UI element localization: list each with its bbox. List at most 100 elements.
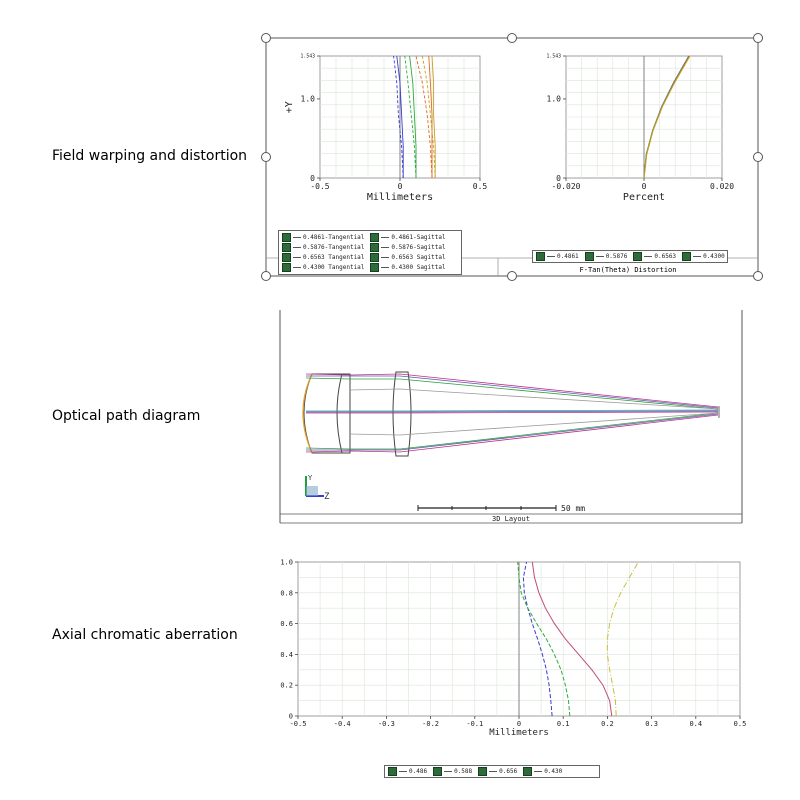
scale-bar: 50 mm [417, 504, 585, 513]
legend-swatch-icon[interactable] [282, 253, 291, 262]
legend-label: 0.6563 [654, 253, 677, 260]
legend-entry: 0.588 [433, 767, 472, 776]
legend-swatch-icon[interactable] [433, 767, 443, 776]
legend-swatch-icon[interactable] [282, 233, 291, 242]
legend-line-sample [293, 237, 301, 238]
y-tick-label: 1.543 [547, 54, 562, 60]
series-line-0-6 [421, 55, 436, 179]
layout-panel: Z Y 50 mm 3D Layout [279, 310, 743, 524]
resize-handle-ml[interactable] [261, 152, 271, 162]
legend-label: 0.430 [544, 768, 563, 775]
legend-line-sample [293, 257, 301, 258]
y-tick-label: 0.8 [280, 589, 293, 597]
series-line-0-7 [431, 55, 436, 178]
legend-entry: 0.6563 [633, 252, 676, 261]
legend-swatch-icon[interactable] [633, 252, 643, 261]
x-tick-label: 0 [642, 182, 647, 191]
legend-label: 0.4300 [703, 253, 725, 260]
x-axis-label: Millimeters [367, 192, 433, 203]
legend-swatch-icon[interactable] [388, 767, 397, 776]
legend-swatch-icon[interactable] [584, 252, 594, 261]
y-tick-label: 1.0 [547, 95, 562, 104]
x-tick-label: -0.020 [552, 182, 581, 191]
x-tick-label: -0.5 [310, 182, 329, 191]
legend-line-sample [489, 771, 498, 772]
legend-swatch-icon[interactable] [370, 253, 380, 262]
resize-handle-mr[interactable] [753, 152, 763, 162]
layout-section-label: Optical path diagram [52, 408, 201, 424]
legend-line-sample [381, 257, 390, 258]
legend-swatch-icon[interactable] [478, 767, 488, 776]
series-line-0-0 [393, 55, 404, 179]
legend-entry: 0.4300 Tangential [282, 263, 364, 272]
legend-entry: 0.656 [478, 767, 517, 776]
legend-swatch-icon[interactable] [282, 263, 291, 272]
legend-line-sample [444, 771, 453, 772]
legend-label: 0.4861 [557, 253, 579, 260]
legend-swatch-icon[interactable] [536, 252, 545, 261]
legend-line-sample [399, 771, 407, 772]
axial-aberration-legend: 0.486 0.588 0.656 0.430 [384, 765, 600, 778]
legend-entry: 0.4861-Sagittal [370, 233, 452, 242]
x-tick-label: 0.2 [601, 720, 614, 728]
y-tick-label: 1.0 [280, 558, 293, 566]
legend-label: 0.486 [409, 768, 428, 775]
legend-entry: 0.4861 [536, 252, 579, 261]
legend-entry: 0.6563 Tangential [282, 253, 364, 262]
tab-distortion[interactable]: F-Tan(Theta) Distortion [579, 266, 677, 274]
field-section-label: Field warping and distortion [52, 148, 248, 164]
legend-line-sample [381, 237, 390, 238]
resize-handle-tm[interactable] [507, 33, 517, 43]
legend-swatch-icon[interactable] [523, 767, 533, 776]
lens-element-1-inner [336, 373, 343, 454]
series-line-2-2 [531, 561, 613, 717]
legend-label: 0.5876 [605, 253, 628, 260]
x-tick-label: 0.020 [710, 182, 734, 191]
resize-handle-tr[interactable] [753, 33, 763, 43]
legend-entry: 0.4861-Tangential [282, 233, 364, 242]
resize-handle-bm[interactable] [507, 271, 517, 281]
x-tick-label: -0.5 [290, 720, 307, 728]
y-tick-label: 0 [556, 174, 561, 183]
x-axis-label: Millimeters [489, 728, 549, 738]
axis-y-label: Y [308, 474, 313, 482]
resize-handle-bl[interactable] [261, 271, 271, 281]
legend-line-sample [293, 247, 301, 248]
x-tick-label: 0.4 [689, 720, 702, 728]
legend-entry: 0.4300 Sagittal [370, 263, 452, 272]
legend-label: 0.4861-Sagittal [391, 234, 446, 241]
ray-bundle [305, 373, 719, 453]
resize-handle-br[interactable] [753, 271, 763, 281]
y-tick-label: 1.543 [301, 54, 316, 60]
lens-element-2 [392, 371, 412, 457]
axial-aberration-chart: -0.5 -0.4 -0.3 -0.2 -0.1 0 0.1 0.2 0.3 0.4 0.5 0 0.2… [280, 558, 746, 738]
y-tick-label: 0 [310, 174, 315, 183]
legend-label: 0.5876-Sagittal [391, 244, 446, 251]
x-axis-label: Percent [623, 192, 665, 203]
series-line-0-1 [396, 55, 404, 178]
x-tick-label: 0.3 [645, 720, 658, 728]
legend-line-sample [381, 247, 390, 248]
legend-swatch-icon[interactable] [282, 243, 291, 252]
legend-swatch-icon[interactable] [370, 263, 380, 272]
legend-entry: 0.486 [388, 767, 427, 776]
x-tick-label: 0 [398, 182, 403, 191]
tab-3d-layout[interactable]: 3D Layout [492, 515, 530, 523]
series-line-0-4 [415, 55, 433, 179]
legend-swatch-icon[interactable] [370, 233, 380, 242]
legend-entry: 0.4300 [682, 252, 725, 261]
legend-line-sample [293, 267, 301, 268]
legend-line-sample [381, 267, 390, 268]
legend-swatch-icon[interactable] [370, 243, 380, 252]
x-tick-label: -0.3 [378, 720, 395, 728]
y-axis-label: +Y [284, 101, 295, 113]
resize-handle-tl[interactable] [261, 33, 271, 43]
legend-entry: 0.5876 [584, 252, 628, 261]
legend-line-sample [595, 256, 604, 257]
series-line-2-0 [522, 561, 553, 717]
legend-entry: 0.6563 Sagittal [370, 253, 452, 262]
legend-swatch-icon[interactable] [682, 252, 692, 261]
legend-label: 0.4861-Tangential [303, 234, 365, 241]
legend-line-sample [547, 256, 555, 257]
